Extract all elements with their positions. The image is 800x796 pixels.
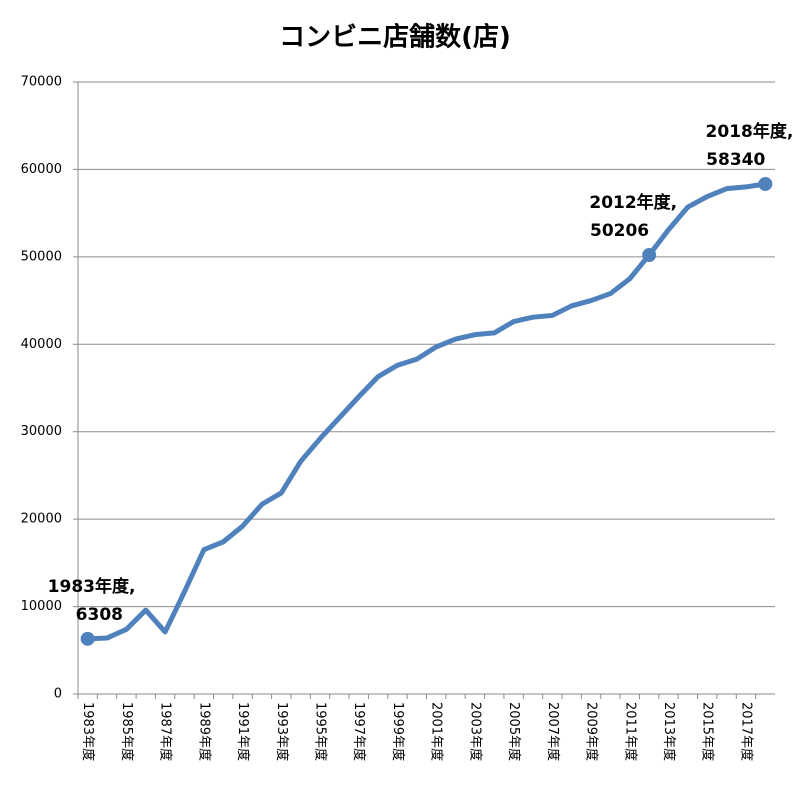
x-tick-label: 2013年度 [661, 702, 677, 761]
x-tick-label: 1989年度 [196, 702, 212, 761]
annotation-value: 6308 [76, 605, 123, 625]
y-tick-label: 40000 [21, 337, 62, 352]
annotation-label: 1983年度, [48, 576, 136, 597]
x-tick-label: 2011年度 [622, 702, 638, 761]
x-tick-label: 2005年度 [506, 702, 522, 761]
y-tick-label: 50000 [21, 249, 62, 264]
x-tick-label: 1991年度 [235, 702, 251, 761]
chart-title: コンビニ店舗数(店) [279, 23, 511, 53]
highlight-point [758, 176, 773, 191]
y-tick-label: 30000 [21, 424, 62, 439]
x-tick-label: 1999年度 [390, 702, 406, 761]
annotation-value: 58340 [706, 150, 765, 170]
x-tick-label: 2003年度 [467, 702, 483, 761]
x-tick-label: 2017年度 [738, 702, 754, 761]
y-tick-label: 0 [54, 687, 62, 702]
x-tick-label: 2007年度 [545, 702, 561, 761]
x-tick-label: 2009年度 [584, 702, 600, 761]
annotation-label: 2018年度, [706, 121, 794, 142]
x-tick-label: 1983年度 [80, 702, 96, 761]
y-tick-label: 70000 [21, 75, 62, 90]
annotation-value: 50206 [590, 221, 649, 241]
annotation-label: 2012年度, [589, 192, 677, 213]
highlight-point [80, 631, 95, 646]
x-tick-label: 1987年度 [158, 702, 174, 761]
y-tick-label: 20000 [21, 512, 62, 527]
x-tick-label: 1995年度 [313, 702, 329, 761]
x-tick-label: 1985年度 [119, 702, 135, 761]
highlight-point [642, 248, 657, 263]
y-tick-label: 10000 [21, 599, 62, 614]
x-tick-label: 1997年度 [351, 702, 367, 761]
x-tick-label: 1993年度 [274, 702, 290, 761]
y-tick-label: 60000 [21, 162, 62, 177]
x-tick-label: 2001年度 [429, 702, 445, 761]
x-tick-label: 2015年度 [700, 702, 716, 761]
